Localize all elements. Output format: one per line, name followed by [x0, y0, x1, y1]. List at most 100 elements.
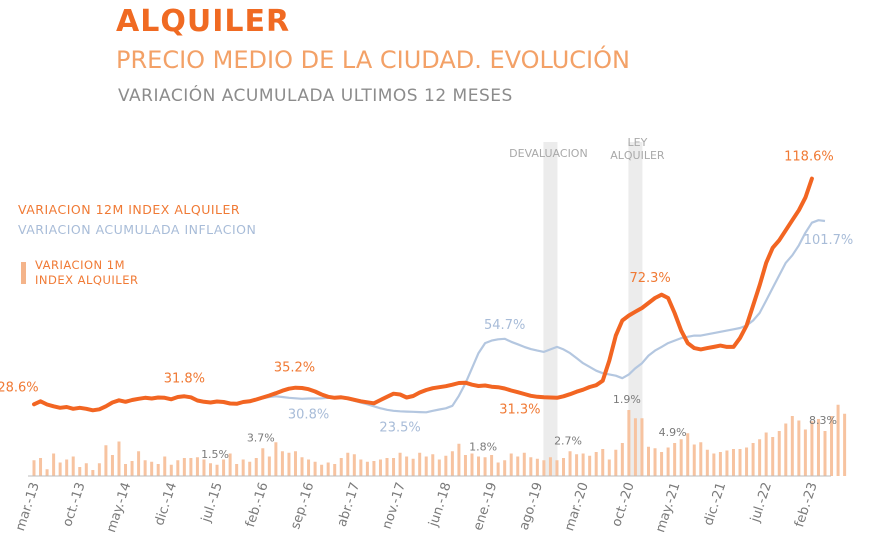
monthly-bar [431, 454, 435, 476]
event-label-ley-alquiler: ALQUILER [610, 149, 665, 162]
monthly-bar [673, 443, 677, 476]
x-tick-label: ago.-19 [517, 481, 547, 533]
inflation-annotation: 30.8% [288, 408, 329, 423]
monthly-bar [816, 419, 820, 476]
monthly-bar [725, 450, 729, 476]
monthly-bar [359, 459, 363, 476]
monthly-bar [280, 451, 284, 476]
monthly-bar [614, 449, 618, 476]
rent-annotation: 31.8% [164, 371, 205, 386]
monthly-bar [731, 449, 735, 476]
monthly-bar [509, 453, 513, 476]
monthly-bar [392, 458, 396, 476]
monthly-bar [365, 461, 369, 476]
bar-annotation: 8.3% [809, 414, 837, 427]
monthly-bar [78, 467, 82, 476]
monthly-bar [202, 459, 206, 476]
monthly-bar [646, 446, 650, 476]
rent-annotation: 35.2% [274, 361, 315, 376]
monthly-bar [790, 416, 794, 476]
monthly-bar [457, 443, 461, 476]
monthly-bar [176, 460, 180, 476]
x-tick-label: mar.-13 [13, 481, 43, 533]
monthly-bar [182, 458, 186, 476]
monthly-bar [620, 443, 624, 476]
monthly-bar [463, 455, 467, 476]
event-band-1 [628, 142, 643, 476]
monthly-bar [529, 457, 533, 476]
monthly-bar [699, 442, 703, 476]
x-tick-label: may.-21 [653, 481, 683, 535]
monthly-bar [254, 458, 258, 476]
monthly-bar [137, 451, 141, 476]
monthly-bar [450, 451, 454, 476]
monthly-bar [424, 456, 428, 476]
monthly-bar [522, 452, 526, 476]
monthly-bar [751, 443, 755, 476]
x-tick-label: dic.-14 [152, 481, 180, 528]
x-tick-label: oct.-13 [60, 481, 88, 529]
monthly-bar [117, 441, 121, 476]
monthly-bar [339, 458, 343, 476]
monthly-bar [823, 431, 827, 476]
inflation-annotation: 101.7% [804, 233, 854, 248]
monthly-bar [627, 410, 631, 476]
monthly-bar [568, 451, 572, 476]
monthly-bar [71, 456, 75, 476]
legend-rent-index: VARIACION 12M INDEX ALQUILER [18, 202, 241, 217]
monthly-bar [548, 457, 552, 476]
legend-monthly-index: VARIACION 1M INDEX ALQUILER [35, 258, 138, 288]
monthly-bar [666, 447, 670, 476]
bar-annotation: 1.5% [201, 448, 229, 461]
monthly-bar [110, 455, 114, 476]
x-tick-label: mar.-20 [562, 481, 592, 533]
monthly-bar [771, 437, 775, 476]
x-tick-label: nov.-17 [380, 481, 409, 532]
monthly-bar [215, 464, 219, 476]
monthly-bar [542, 460, 546, 476]
x-tick-label: dic.-21 [701, 481, 729, 528]
monthly-bar [607, 459, 611, 476]
legend-inflation: VARIACION ACUMULADA INFLACION [18, 222, 257, 237]
monthly-bar [97, 463, 101, 476]
legend-bar-swatch [21, 262, 26, 284]
monthly-bar [555, 460, 559, 476]
monthly-bar [222, 459, 226, 476]
monthly-bar [352, 454, 356, 476]
monthly-bar [758, 439, 762, 476]
monthly-bar [640, 418, 644, 476]
monthly-bar [346, 452, 350, 476]
x-tick-label: abr.-17 [335, 481, 363, 529]
monthly-bar [378, 459, 382, 476]
monthly-bar [470, 453, 474, 476]
monthly-bar [803, 429, 807, 476]
monthly-bar [209, 463, 213, 476]
monthly-bar [228, 453, 232, 476]
x-tick-label: feb.-23 [792, 481, 821, 530]
monthly-bar [320, 464, 324, 476]
monthly-bar [601, 449, 605, 476]
monthly-bar [372, 461, 376, 476]
monthly-bar [124, 464, 128, 476]
monthly-bar [718, 452, 722, 476]
x-tick-label: jul.-15 [199, 481, 226, 525]
monthly-bar [588, 455, 592, 476]
monthly-bar [633, 418, 637, 476]
bar-annotation: 1.8% [469, 440, 497, 453]
legend-monthly-line2: INDEX ALQUILER [35, 273, 139, 287]
monthly-bar [130, 461, 134, 476]
monthly-bar [686, 433, 690, 476]
monthly-bar [84, 463, 88, 476]
x-tick-label: oct.-20 [609, 481, 637, 529]
monthly-bar [267, 456, 271, 476]
monthly-bar [503, 460, 507, 476]
monthly-bar [39, 458, 43, 476]
inflation-annotation: 54.7% [484, 318, 525, 333]
monthly-bar [333, 464, 337, 476]
bar-annotation: 1.9% [613, 393, 641, 406]
monthly-bar [843, 413, 847, 476]
monthly-bar [91, 470, 95, 476]
monthly-bar [189, 458, 193, 476]
monthly-bar [784, 423, 788, 476]
